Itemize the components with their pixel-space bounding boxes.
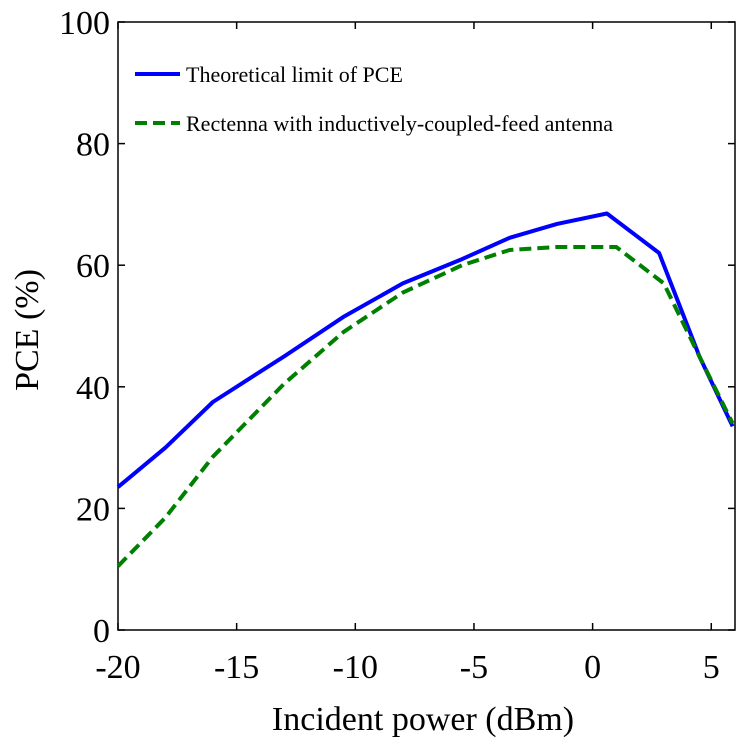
series-layer [116,211,735,568]
x-tick-label: 5 [703,649,720,686]
ticks-layer: -20 -15 -10 -5 0 5 0 20 40 60 80 100 [59,5,735,686]
x-tick-label: -15 [214,649,259,686]
x-tick-label: -10 [333,649,378,686]
legend-label-1: Theoretical limit of PCE [186,62,403,87]
x-axis-label: Incident power (dBm) [272,701,574,738]
series-line-2 [116,245,735,568]
series-line-1 [116,211,735,489]
y-tick-label: 20 [76,491,110,528]
y-tick-label: 0 [93,613,110,650]
y-tick-label: 100 [59,5,110,42]
legend-label-2: Rectenna with inductively-coupled-feed a… [186,111,613,136]
y-tick-label: 80 [76,127,110,164]
x-tick-label: -20 [95,649,140,686]
y-tick-label: 40 [76,370,110,407]
x-tick-label: -5 [460,649,488,686]
y-axis-label: PCE (%) [9,269,46,391]
x-tick-label: 0 [584,649,601,686]
plot-area [117,21,736,631]
plot-frame [117,21,736,631]
legend: Theoretical limit of PCE Rectenna with in… [135,62,613,136]
y-tick-label: 60 [76,248,110,285]
